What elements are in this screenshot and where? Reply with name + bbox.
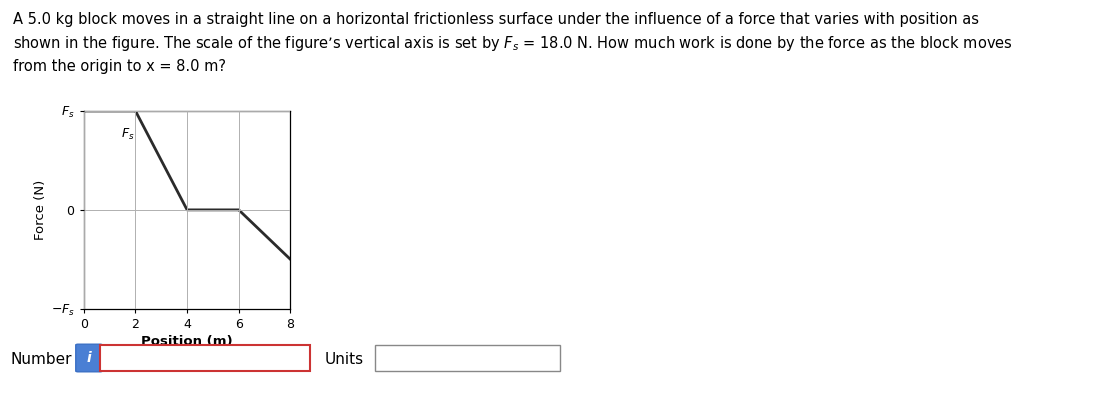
Text: Units: Units	[325, 352, 364, 367]
FancyBboxPatch shape	[101, 345, 311, 371]
X-axis label: Position (m): Position (m)	[141, 335, 233, 348]
FancyBboxPatch shape	[76, 344, 103, 372]
Text: Number: Number	[10, 352, 71, 367]
Y-axis label: Force (N): Force (N)	[34, 180, 47, 240]
Text: i: i	[87, 351, 92, 365]
Text: $F_s$: $F_s$	[121, 127, 134, 142]
Text: A 5.0 kg block moves in a straight line on a horizontal frictionless surface und: A 5.0 kg block moves in a straight line …	[13, 12, 1013, 74]
FancyBboxPatch shape	[375, 345, 560, 371]
